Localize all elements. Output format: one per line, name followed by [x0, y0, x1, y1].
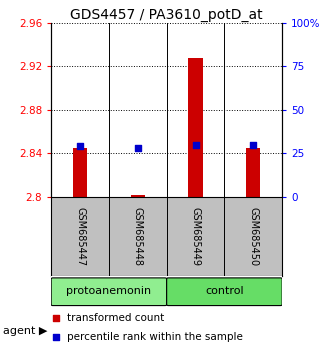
Point: [77, 143, 82, 149]
Text: protoanemonin: protoanemonin: [66, 286, 151, 296]
Bar: [188, 58, 203, 197]
Point: [53, 334, 58, 340]
Point: [135, 145, 140, 151]
Text: agent ▶: agent ▶: [3, 326, 48, 336]
Point: [193, 142, 198, 148]
Bar: [131, 195, 145, 197]
FancyBboxPatch shape: [167, 278, 282, 306]
Text: transformed count: transformed count: [67, 313, 165, 323]
Point: [251, 142, 256, 148]
Text: percentile rank within the sample: percentile rank within the sample: [67, 332, 243, 342]
Text: GSM685447: GSM685447: [75, 207, 85, 266]
Bar: [246, 148, 260, 197]
Text: control: control: [205, 286, 244, 296]
Text: GSM685449: GSM685449: [190, 207, 201, 266]
Point: [53, 315, 58, 321]
Text: GSM685448: GSM685448: [133, 207, 143, 266]
Bar: [73, 148, 87, 197]
FancyBboxPatch shape: [51, 278, 167, 306]
Title: GDS4457 / PA3610_potD_at: GDS4457 / PA3610_potD_at: [70, 8, 263, 22]
Text: GSM685450: GSM685450: [248, 207, 258, 266]
